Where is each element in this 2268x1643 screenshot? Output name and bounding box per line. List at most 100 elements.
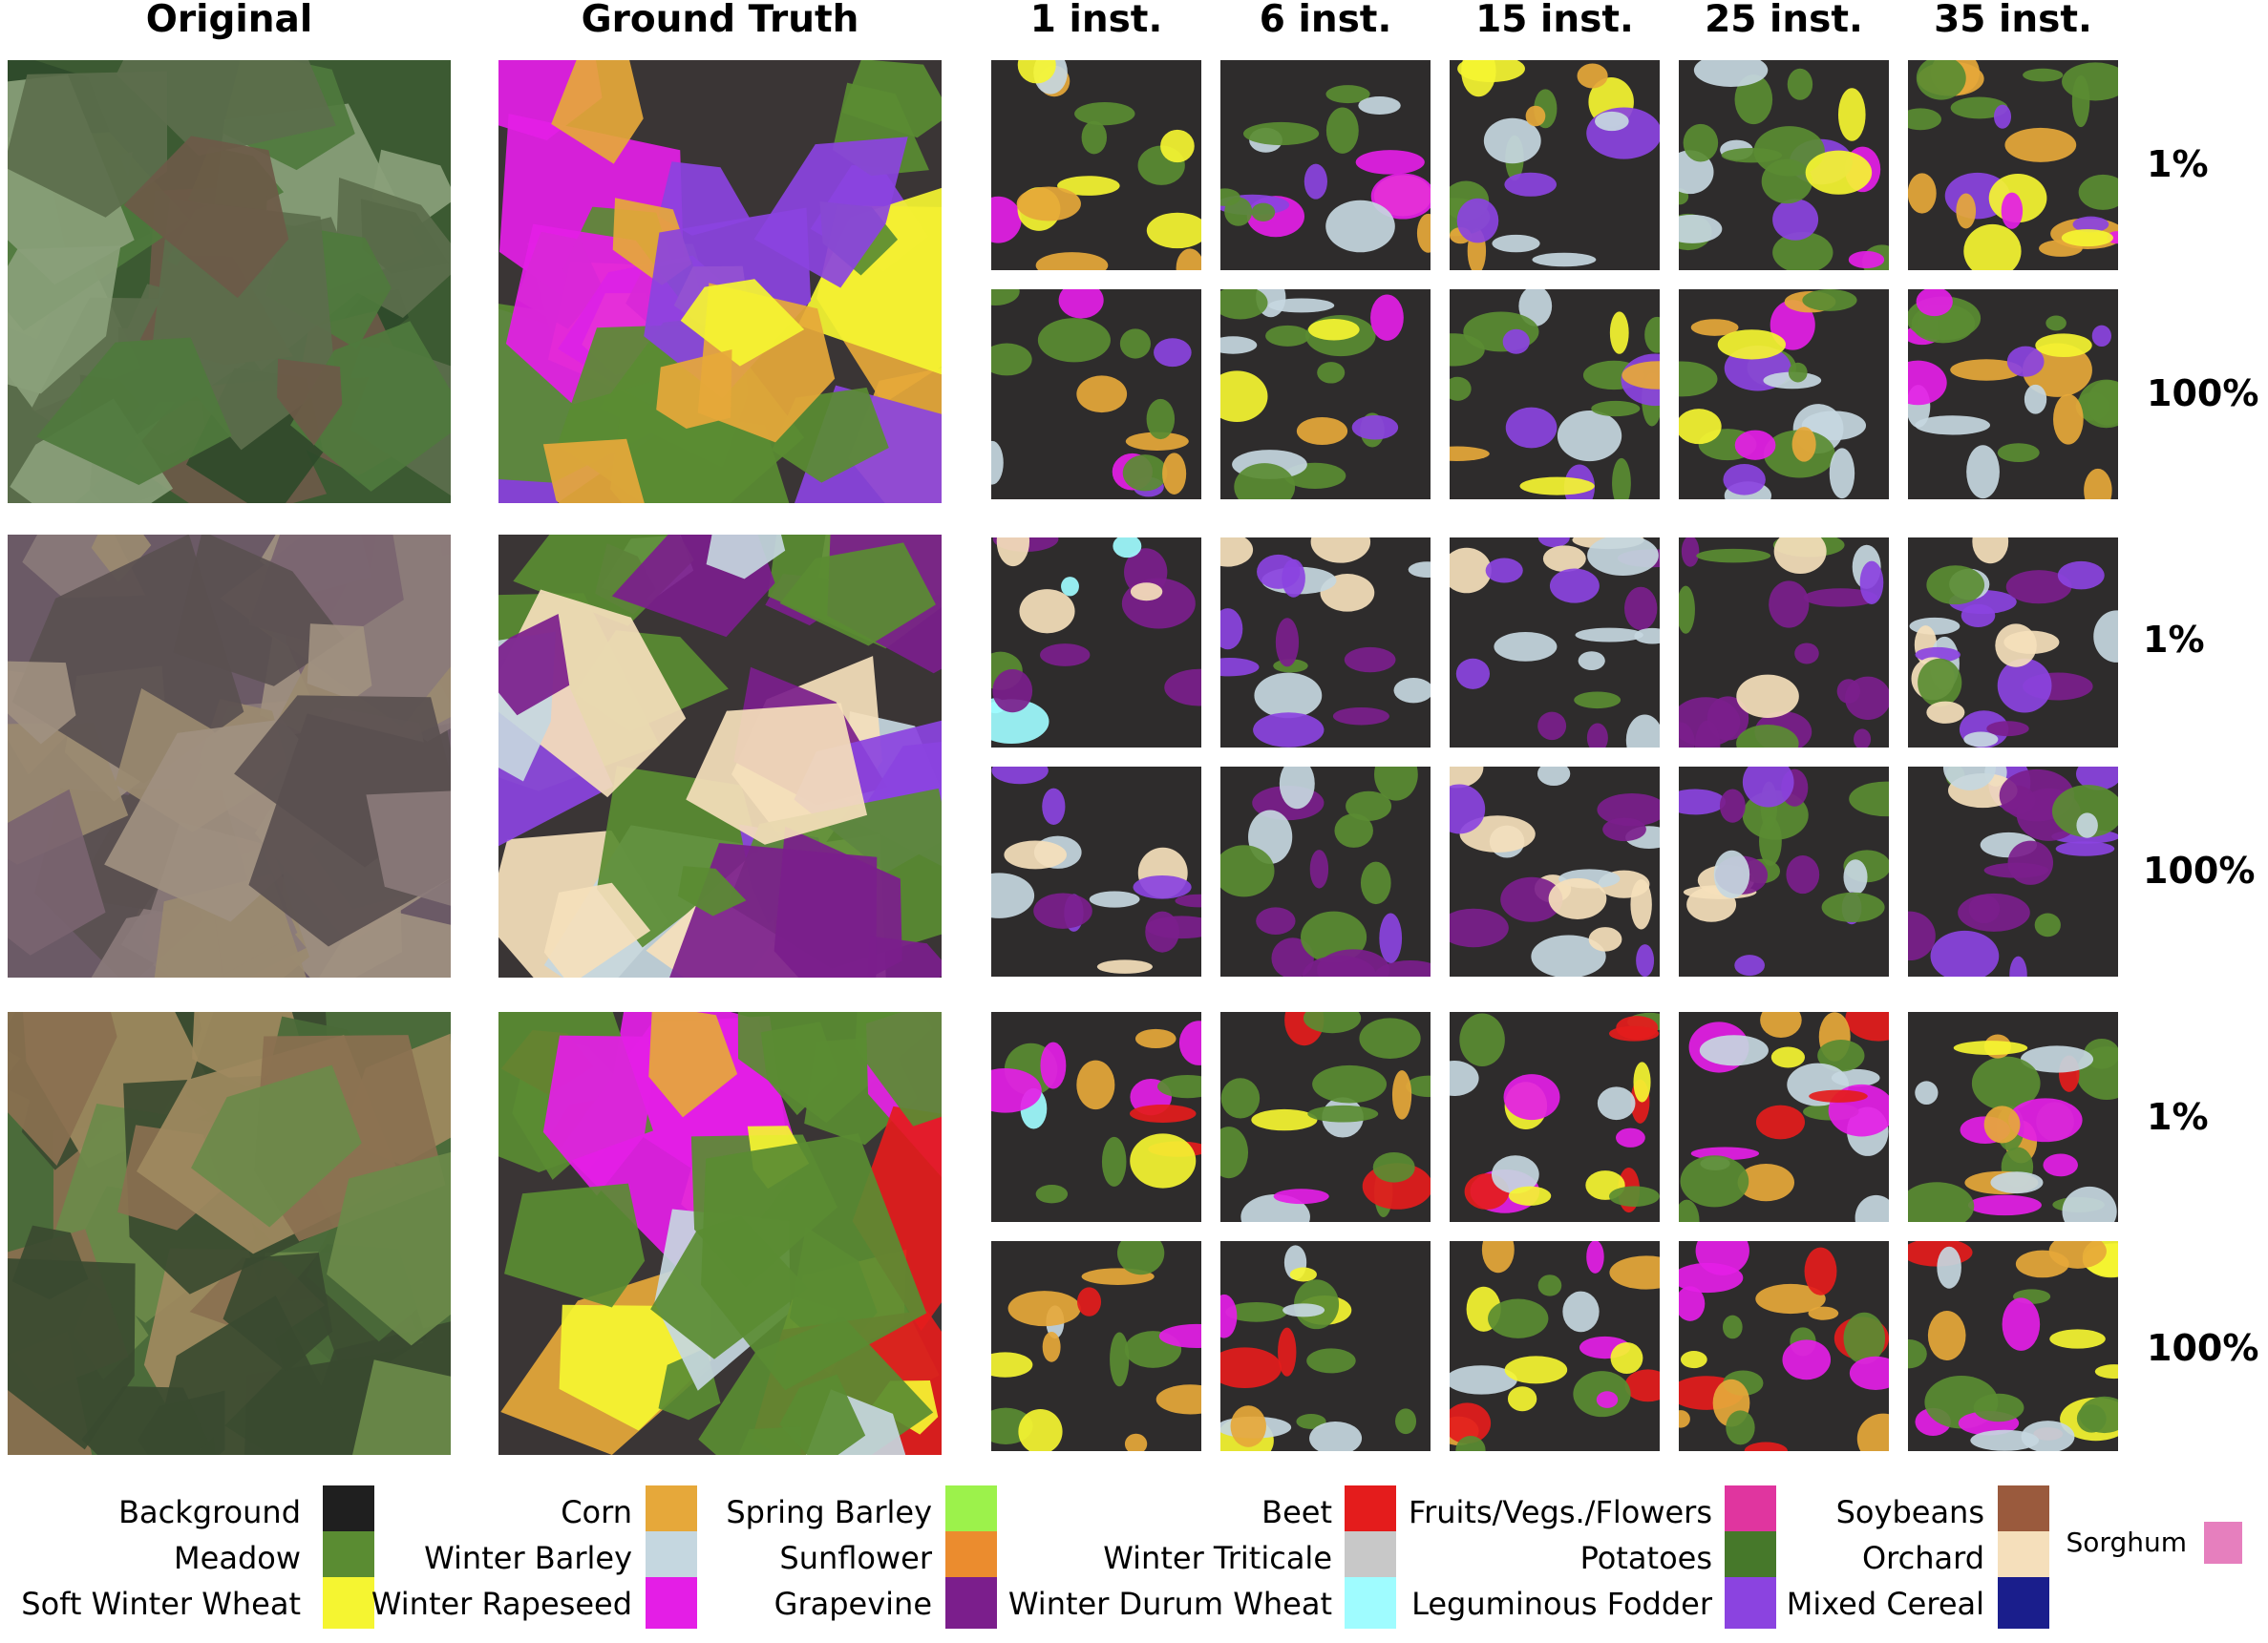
legend-swatch xyxy=(646,1531,697,1583)
legend-item: Winter Barley xyxy=(0,1531,2268,1583)
row-label-2-1pct: 1% xyxy=(2143,619,2205,661)
ground-truth-image-2 xyxy=(498,535,942,978)
legend-swatch xyxy=(323,1531,374,1583)
prediction-row3-1pct-col3 xyxy=(1450,1012,1660,1222)
header-35-inst: 35 inst. xyxy=(1934,0,2092,41)
legend-label: Corn xyxy=(561,1494,632,1530)
prediction-row3-100pct-col1 xyxy=(991,1241,1201,1451)
original-image-2 xyxy=(8,535,451,978)
header-25-inst: 25 inst. xyxy=(1705,0,1863,41)
legend-item: Orchard xyxy=(0,1531,2268,1583)
prediction-row3-1pct-col4 xyxy=(1679,1012,1889,1222)
legend-swatch xyxy=(1725,1577,1776,1629)
prediction-row3-100pct-col2 xyxy=(1220,1241,1431,1451)
legend-label: Spring Barley xyxy=(726,1494,932,1530)
legend-label: Meadow xyxy=(174,1540,301,1576)
legend-swatch xyxy=(945,1485,997,1537)
header-15-inst: 15 inst. xyxy=(1475,0,1634,41)
legend-item: Winter Durum Wheat xyxy=(0,1577,2268,1629)
legend-label: Grapevine xyxy=(774,1586,932,1622)
prediction-row3-100pct-col5 xyxy=(1908,1241,2118,1451)
prediction-row1-100pct-col2 xyxy=(1220,289,1431,499)
legend-label: Beet xyxy=(1261,1494,1332,1530)
prediction-row1-1pct-col5 xyxy=(1908,60,2118,270)
legend-item: Mixed Cereal xyxy=(0,1577,2268,1629)
legend: Background Meadow Soft Winter Wheat Corn Win… xyxy=(0,1485,2268,1632)
prediction-row3-1pct-col2 xyxy=(1220,1012,1431,1222)
prediction-row1-100pct-col4 xyxy=(1679,289,1889,499)
legend-item: Winter Rapeseed xyxy=(0,1577,2268,1629)
legend-label: Winter Durum Wheat xyxy=(1007,1586,1332,1622)
legend-label: Potatoes xyxy=(1579,1540,1712,1576)
legend-label: Soybeans xyxy=(1835,1494,1984,1530)
header-original: Original xyxy=(145,0,313,41)
legend-label: Leguminous Fodder xyxy=(1411,1586,1712,1622)
legend-item: Spring Barley xyxy=(0,1485,2268,1537)
header-ground-truth: Ground Truth xyxy=(581,0,859,41)
legend-swatch xyxy=(945,1577,997,1629)
header-1-inst: 1 inst. xyxy=(1029,0,1163,41)
legend-label: Winter Rapeseed xyxy=(371,1586,632,1622)
prediction-row2-1pct-col1 xyxy=(991,537,1201,748)
row-label-1-100pct: 100% xyxy=(2147,372,2259,414)
legend-label: Orchard xyxy=(1861,1540,1984,1576)
prediction-row1-1pct-col2 xyxy=(1220,60,1431,270)
header-6-inst: 6 inst. xyxy=(1259,0,1392,41)
row-label-2-100pct: 100% xyxy=(2143,850,2256,892)
legend-swatch xyxy=(1345,1485,1396,1537)
legend-label: Background xyxy=(118,1494,301,1530)
row-label-1-1pct: 1% xyxy=(2147,143,2209,185)
legend-swatch xyxy=(323,1577,374,1629)
legend-swatch xyxy=(2204,1522,2242,1564)
prediction-row3-100pct-col4 xyxy=(1679,1241,1889,1451)
legend-item: Leguminous Fodder xyxy=(0,1577,2268,1629)
prediction-row2-1pct-col5 xyxy=(1908,537,2118,748)
legend-item: Soft Winter Wheat xyxy=(0,1577,2268,1629)
legend-swatch xyxy=(646,1485,697,1537)
legend-label: Sunflower xyxy=(779,1540,932,1576)
prediction-row3-1pct-col1 xyxy=(991,1012,1201,1222)
prediction-row2-1pct-col4 xyxy=(1679,537,1889,748)
legend-label: Winter Barley xyxy=(424,1540,632,1576)
legend-swatch xyxy=(1998,1577,2049,1629)
legend-item: Sunflower xyxy=(0,1531,2268,1583)
legend-label: Soft Winter Wheat xyxy=(21,1586,301,1622)
prediction-row1-100pct-col5 xyxy=(1908,289,2118,499)
legend-swatch xyxy=(1345,1531,1396,1583)
legend-label: Fruits/Vegs./Flowers xyxy=(1409,1494,1712,1530)
legend-item: Fruits/Vegs./Flowers xyxy=(0,1485,2268,1537)
prediction-row2-1pct-col2 xyxy=(1220,537,1431,748)
prediction-row1-1pct-col3 xyxy=(1450,60,1660,270)
legend-swatch xyxy=(1725,1485,1776,1537)
row-label-3-100pct: 100% xyxy=(2147,1327,2259,1369)
prediction-row1-1pct-col4 xyxy=(1679,60,1889,270)
original-image-1 xyxy=(8,60,451,503)
row-label-3-1pct: 1% xyxy=(2147,1096,2209,1138)
legend-item: Winter Triticale xyxy=(0,1531,2268,1583)
prediction-row2-1pct-col3 xyxy=(1450,537,1660,748)
prediction-row2-100pct-col5 xyxy=(1908,767,2118,977)
prediction-row3-100pct-col3 xyxy=(1450,1241,1660,1451)
prediction-row2-100pct-col3 xyxy=(1450,767,1660,977)
legend-item: Beet xyxy=(0,1485,2268,1537)
legend-item: Grapevine xyxy=(0,1577,2268,1629)
ground-truth-image-3 xyxy=(498,1012,942,1455)
legend-swatch xyxy=(323,1485,374,1537)
prediction-row2-100pct-col4 xyxy=(1679,767,1889,977)
legend-item: Background xyxy=(0,1485,2268,1537)
prediction-row1-100pct-col3 xyxy=(1450,289,1660,499)
legend-item: Corn xyxy=(0,1485,2268,1537)
prediction-row1-1pct-col1 xyxy=(991,60,1201,270)
legend-item: Meadow xyxy=(0,1531,2268,1583)
legend-item: Sorghum xyxy=(0,1520,2268,1566)
legend-swatch xyxy=(945,1531,997,1583)
legend-swatch xyxy=(646,1577,697,1629)
legend-swatch xyxy=(1998,1485,2049,1537)
legend-label: Mixed Cereal xyxy=(1786,1586,1984,1622)
original-image-3 xyxy=(8,1012,451,1455)
prediction-row1-100pct-col1 xyxy=(991,289,1201,499)
legend-item: Soybeans xyxy=(0,1485,2268,1537)
prediction-row2-100pct-col2 xyxy=(1220,767,1431,977)
prediction-row2-100pct-col1 xyxy=(991,767,1201,977)
legend-label: Sorghum xyxy=(2066,1527,2187,1558)
